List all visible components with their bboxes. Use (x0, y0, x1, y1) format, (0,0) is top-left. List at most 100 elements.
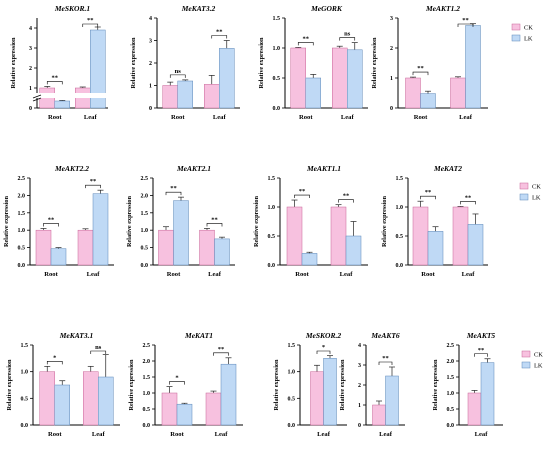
x-category-label: Leaf (92, 431, 106, 438)
y-tick-label: 3 (390, 16, 393, 22)
chart-title: MeAKT5 (466, 331, 496, 340)
y-axis-label: Relative expression (258, 37, 265, 88)
significance-label: * (175, 375, 178, 382)
significance-label: ** (343, 193, 350, 200)
significance-bracket (206, 223, 223, 227)
bar-ck-leaf (199, 229, 215, 266)
x-category-label: Leaf (379, 431, 393, 438)
x-category-label: Root (171, 114, 185, 121)
legend-swatch-ck (521, 350, 531, 358)
x-category-label: Leaf (462, 271, 476, 278)
y-tick-label: 1.0 (18, 228, 26, 234)
significance-bracket (316, 350, 331, 354)
significance-label: ** (52, 74, 59, 81)
chart-panel-meakt2-1: MeAKT2.1 Relative expression 0.0 0.5 1.0 1.5 2… (126, 164, 235, 278)
significance-bracket (165, 191, 182, 196)
legend: CK LK (511, 23, 533, 43)
legend-label-ck: CK (524, 25, 533, 32)
x-category-label: Root (299, 114, 313, 121)
bar-lk-root (54, 100, 70, 109)
bar-ck-leaf (205, 392, 222, 426)
x-category-label: Leaf (213, 114, 227, 121)
y-tick-label: 1.5 (273, 16, 281, 22)
x-category-label: Leaf (317, 431, 331, 438)
chart-title: MeKAT2 (433, 164, 462, 173)
significance-bracket (297, 42, 314, 46)
y-tick-label: 0 (149, 106, 152, 112)
x-category-label: Leaf (340, 271, 354, 278)
y-tick-label: 1.0 (288, 370, 296, 376)
chart-panel-mekat2: MeKAT2 Relative expression 0.0 0.5 1.0 1.5 Roo… (381, 164, 488, 278)
significance-bracket (211, 35, 228, 39)
bar-lk-leaf (480, 362, 495, 426)
significance-label: ** (299, 188, 306, 195)
significance-bracket (169, 381, 185, 385)
y-axis-label: Relative expression (381, 195, 388, 246)
y-tick-label: 0.5 (18, 246, 26, 252)
y-axis-label: Relative expression (371, 37, 378, 88)
chart-title: MeSKOR.2 (305, 331, 341, 340)
axis-break-mark (32, 97, 42, 102)
x-category-label: Root (295, 271, 309, 278)
bar-ck-leaf (77, 229, 94, 266)
chart-title: MeKAT3.1 (59, 331, 94, 340)
bar-lk-root (50, 248, 67, 266)
chart-title: MeAKT1.2 (425, 4, 460, 13)
y-tick-label: 2 (149, 61, 152, 67)
significance-label: ** (382, 355, 389, 362)
chart-title: MeKAT3.2 (181, 4, 216, 13)
bar-lk-root (176, 403, 193, 426)
significance-label: * (53, 354, 56, 361)
chart-title: MeAKT2.2 (54, 164, 89, 173)
chart-panel-meakt1-2: MeAKT1.2 Relative expression 0 1 2 3 Root ** Lea… (371, 4, 488, 121)
bar-lk-root (301, 253, 318, 266)
bar-lk-root (173, 200, 189, 266)
bar-lk-leaf (323, 358, 337, 426)
chart-panel-meskor-1: MeSKOR.1 Relative expression 0 1 2 3 4 Root ** Le… (10, 4, 108, 121)
x-category-label: Leaf (341, 114, 355, 121)
significance-label: ns (344, 31, 351, 38)
y-axis-label: Relative expression (339, 359, 346, 410)
y-axis-label: Relative expression (126, 195, 133, 246)
chart-panel-meskor-2: MeSKOR.2 Relative expression 0.0 0.5 1.0 1.5 L… (273, 331, 347, 438)
legend-swatch-lk (511, 34, 521, 42)
significance-label: ** (478, 347, 485, 354)
chart-title: MeKAT1 (184, 331, 213, 340)
bar-ck-leaf (310, 371, 324, 426)
y-axis-label: Relative expression (130, 37, 137, 88)
significance-label: ns (175, 68, 182, 75)
legend-swatch-lk (519, 193, 529, 201)
y-tick-label: 1.5 (396, 176, 404, 182)
y-tick-label: 1.5 (288, 343, 296, 349)
significance-bracket (294, 194, 310, 199)
y-tick-label: 1.0 (143, 391, 151, 397)
significance-label: ** (211, 216, 218, 223)
legend-label-lk: LK (532, 195, 541, 202)
chart-title: MeSKOR.1 (54, 4, 90, 13)
bar-lk-leaf (219, 48, 235, 109)
x-category-label: Leaf (84, 114, 98, 121)
legend-label-ck: CK (532, 184, 541, 191)
y-tick-label: 2.0 (447, 359, 455, 365)
bar-ck-root (290, 47, 306, 109)
y-tick-label: 1.0 (21, 370, 29, 376)
axis-break-mark (32, 94, 42, 99)
x-category-label: Root (48, 431, 62, 438)
y-tick-label: 0.0 (288, 423, 296, 429)
chart-panel-mekat3-1: MeKAT3.1 Relative expression 0.0 0.5 1.0 1.5 R… (6, 331, 120, 438)
chart-title: MeAKT2.1 (176, 164, 211, 173)
bar-ck-root (35, 229, 52, 266)
y-tick-label: 1 (149, 84, 152, 90)
bar-lk-leaf (220, 363, 237, 426)
legend-label-lk: LK (524, 36, 533, 43)
y-tick-label: 1.5 (447, 375, 455, 381)
bar-ck-leaf (450, 77, 466, 109)
bar-ck-leaf (332, 47, 348, 109)
y-tick-label: 1 (358, 403, 361, 409)
y-tick-label: 0.0 (396, 263, 404, 269)
y-tick-label: 3 (149, 39, 152, 45)
significance-label: * (322, 344, 325, 351)
y-tick-label: 0.5 (396, 234, 404, 240)
chart-title: MeGORK (310, 4, 343, 13)
bar-ck-root (158, 229, 174, 266)
